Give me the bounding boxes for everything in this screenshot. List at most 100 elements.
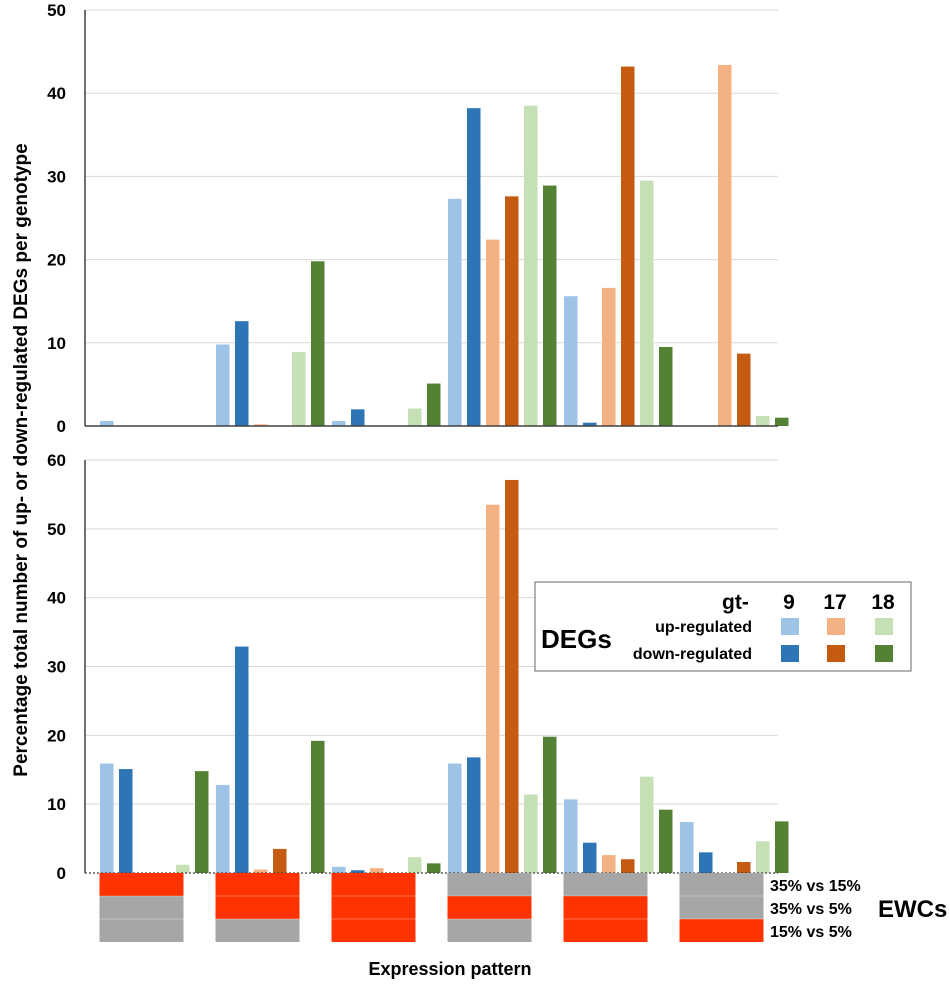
bar-pattern5-gt-9-down — [583, 842, 597, 873]
bar-pattern2-gt-17-up — [254, 869, 268, 873]
ewc-pattern-5 — [563, 873, 648, 942]
y-tick-label: 40 — [47, 84, 66, 103]
bar-pattern5-gt-17-up — [602, 855, 616, 873]
bar-pattern5-gt-18-up — [640, 776, 654, 873]
ewc-cell — [563, 873, 648, 896]
ewc-cell — [99, 896, 184, 919]
ewc-cell — [331, 919, 416, 942]
legend-swatch-up — [875, 618, 893, 635]
bar-pattern3-gt-18-up — [408, 857, 422, 873]
ewc-cell — [331, 896, 416, 919]
y-tick-label: 50 — [47, 1, 66, 20]
bar-pattern5-gt-18-down — [659, 809, 673, 873]
ewc-pattern-1 — [99, 873, 184, 942]
ewc-pattern-4 — [447, 873, 532, 942]
ewc-title: EWCs — [878, 896, 947, 923]
bar-pattern3-gt-9-down — [351, 409, 365, 426]
panel-1: 0 10 20 30 40 50 — [47, 1, 789, 436]
bar-pattern3-gt-9-up — [332, 421, 346, 426]
legend-genotype: 17 — [823, 591, 846, 614]
bar-pattern6-gt-18-down — [775, 417, 789, 426]
ewc-pattern-3 — [331, 873, 416, 942]
ewc-cell — [563, 919, 648, 942]
ewc-cell — [99, 873, 184, 896]
bar-pattern6-gt-18-up — [756, 416, 770, 426]
y-tick-label: 50 — [47, 520, 66, 539]
bar-pattern3-gt-9-up — [332, 866, 346, 873]
bar-pattern2-gt-18-up — [292, 351, 306, 426]
bar-pattern3-gt-18-down — [427, 383, 441, 426]
ewc-cell — [331, 873, 416, 896]
ewc-row-label: 15% vs 5% — [770, 924, 852, 941]
bar-pattern5-gt-17-down — [621, 859, 635, 873]
ewc-cell — [99, 919, 184, 942]
y-tick-label: 40 — [47, 589, 66, 608]
ewc-cell — [215, 896, 300, 919]
ewc-cell — [447, 896, 532, 919]
bar-pattern1-gt-18-up — [176, 864, 190, 873]
legend-swatch-down — [781, 645, 799, 662]
ewc-cell — [563, 896, 648, 919]
ewc-row-label: 35% vs 5% — [770, 901, 852, 918]
bar-pattern2-gt-9-up — [216, 784, 230, 873]
legend-swatch-down — [875, 645, 893, 662]
bar-pattern5-gt-9-up — [564, 296, 578, 426]
bar-pattern2-gt-17-down — [273, 848, 287, 873]
bar-pattern2-gt-9-down — [235, 646, 249, 873]
bar-pattern1-gt-18-down — [195, 771, 209, 873]
bar-pattern5-gt-9-up — [564, 799, 578, 873]
ewc-cell — [447, 873, 532, 896]
bar-pattern4-gt-18-down — [543, 736, 557, 873]
bar-pattern5-gt-18-down — [659, 346, 673, 426]
y-axis-label: Percentage total number of up- or down-r… — [11, 143, 32, 776]
legend-degs-label: DEGs — [541, 624, 612, 654]
bar-pattern5-gt-17-up — [602, 287, 616, 426]
bar-pattern4-gt-9-down — [467, 108, 481, 427]
y-tick-label: 0 — [57, 864, 66, 883]
bar-pattern1-gt-9-up — [100, 763, 114, 873]
ewc-cell — [215, 873, 300, 896]
bar-pattern3-gt-17-up — [370, 868, 384, 873]
legend-genotype: 18 — [871, 591, 895, 614]
legend-swatch-up — [781, 618, 799, 635]
bar-pattern4-gt-18-down — [543, 185, 557, 426]
legend-down-label: down-regulated — [633, 646, 752, 663]
bar-pattern4-gt-18-up — [524, 794, 538, 873]
bar-pattern1-gt-9-down — [119, 769, 133, 873]
bar-pattern2-gt-9-up — [216, 344, 230, 426]
bar-pattern4-gt-9-up — [448, 198, 462, 426]
ewc-pattern-2 — [215, 873, 300, 942]
legend-box — [534, 581, 912, 672]
legend-up-label: up-regulated — [655, 619, 752, 636]
bar-pattern4-gt-17-up — [486, 504, 500, 873]
bar-pattern6-gt-9-up — [680, 822, 694, 873]
bar-pattern5-gt-17-down — [621, 66, 635, 427]
bar-pattern3-gt-18-down — [427, 863, 441, 873]
bar-pattern4-gt-17-up — [486, 239, 500, 426]
bar-pattern5-gt-9-down — [583, 422, 597, 426]
y-tick-label: 20 — [47, 251, 66, 270]
legend-swatch-up — [827, 618, 845, 635]
ewc-cell — [679, 873, 764, 896]
bar-pattern6-gt-17-down — [737, 353, 751, 426]
ewc-cell — [679, 896, 764, 919]
y-tick-label: 60 — [47, 451, 66, 470]
ewc-pattern-6 — [679, 873, 764, 942]
bar-pattern3-gt-9-down — [351, 870, 365, 873]
bar-pattern5-gt-18-up — [640, 180, 654, 426]
ewc-cell — [679, 919, 764, 942]
bar-pattern6-gt-17-down — [737, 861, 751, 873]
y-tick-label: 10 — [47, 795, 66, 814]
bar-pattern4-gt-9-down — [467, 757, 481, 873]
bar-pattern6-gt-17-up — [718, 64, 732, 427]
bar-pattern2-gt-18-down — [311, 740, 325, 873]
bar-pattern6-gt-18-up — [756, 841, 770, 873]
bar-pattern4-gt-18-up — [524, 105, 538, 427]
legend-swatch-down — [827, 645, 845, 662]
legend-genotype: 9 — [783, 591, 795, 614]
y-tick-label: 20 — [47, 726, 66, 745]
y-tick-label: 30 — [47, 167, 66, 186]
ewc-cell — [447, 919, 532, 942]
legend-gt-label: gt- — [722, 591, 749, 614]
bar-pattern6-gt-9-down — [699, 852, 713, 873]
